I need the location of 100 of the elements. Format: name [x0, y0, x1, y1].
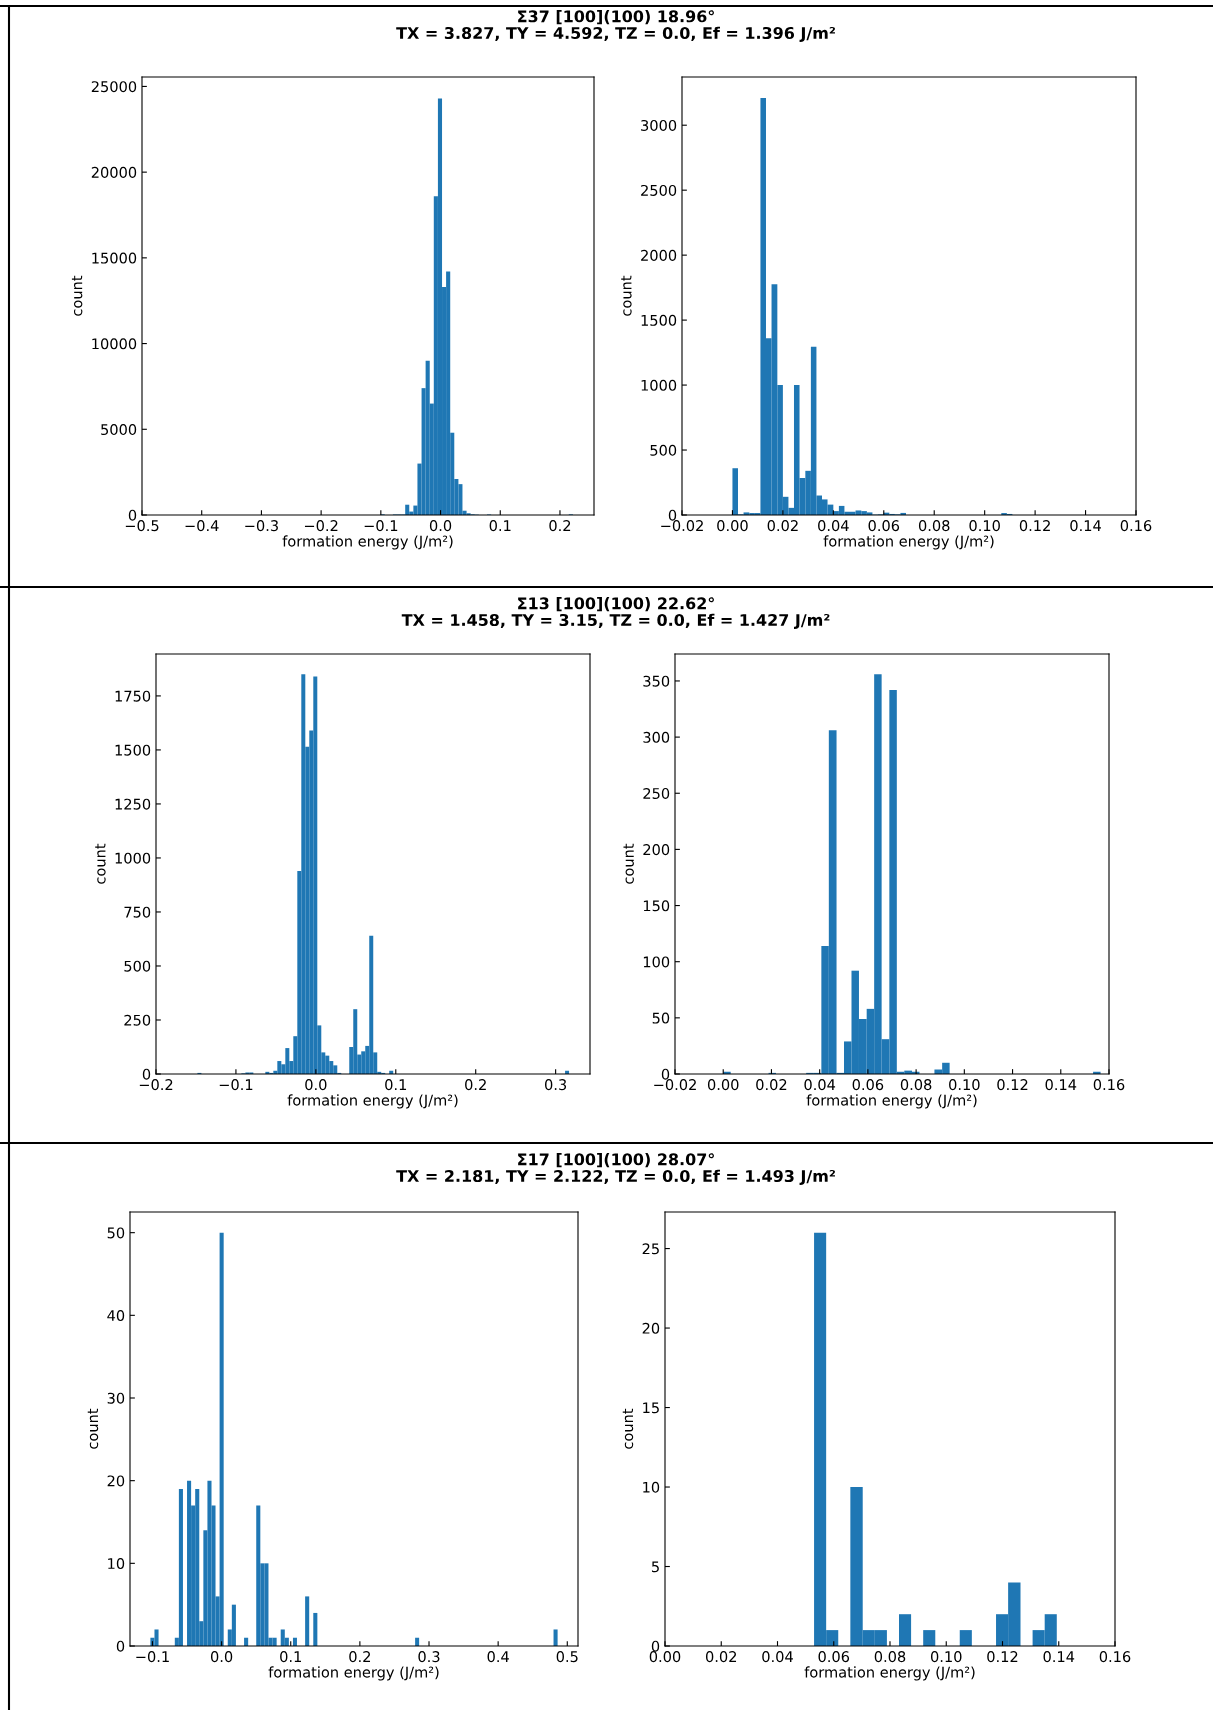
x-axis-title: formation energy (J/m²) [287, 1094, 458, 1109]
x-tick-label: 0.08 [918, 520, 950, 532]
y-tick-label: 0 [668, 509, 677, 521]
x-tick-label: −0.02 [654, 1079, 696, 1091]
x-tick-label: 0.16 [1093, 1079, 1125, 1091]
y-tick-label: 20000 [91, 166, 137, 178]
y-axis-title: count [87, 1408, 99, 1449]
x-tick-label: −0.2 [304, 520, 338, 532]
x-tick-label: 0.3 [545, 1079, 567, 1091]
x-axis-title: formation energy (J/m²) [804, 1666, 975, 1681]
y-tick-label: 1250 [115, 798, 151, 810]
y-tick-label: 10 [108, 1558, 125, 1570]
y-tick-label: 0 [128, 509, 137, 521]
y-tick-label: 200 [643, 844, 670, 856]
y-axis-title: count [622, 1408, 634, 1449]
x-tick-label: 0.04 [804, 1079, 836, 1091]
x-tick-label: −0.5 [125, 520, 159, 532]
x-axis-title: formation energy (J/m²) [268, 1666, 439, 1681]
y-tick-label: 3000 [641, 119, 677, 131]
x-tick-label: 0.12 [997, 1079, 1028, 1091]
y-tick-label: 50 [652, 1012, 670, 1024]
x-tick-label: 0.2 [465, 1079, 486, 1091]
x-axis-title: formation energy (J/m²) [282, 535, 453, 550]
x-tick-label: 0.00 [649, 1651, 681, 1663]
x-tick-label: 0.00 [707, 1079, 739, 1091]
x-tick-label: 0.02 [767, 520, 798, 532]
y-axis-title: count [621, 275, 632, 316]
y-tick-label: 1500 [115, 744, 151, 756]
y-axis-title: count [623, 843, 634, 884]
x-tick-label: 0.04 [762, 1651, 793, 1663]
y-tick-label: 50 [107, 1227, 125, 1239]
y-tick-label: 0 [116, 1640, 125, 1652]
y-tick-label: 500 [650, 444, 677, 456]
x-tick-label: 0.08 [874, 1651, 906, 1663]
x-tick-label: 0.04 [818, 520, 849, 532]
y-tick-label: 0 [651, 1640, 660, 1652]
y-tick-label: 0 [661, 1068, 670, 1080]
x-tick-label: 0.0 [210, 1651, 233, 1663]
y-tick-label: 10000 [92, 338, 137, 350]
x-axis-title: formation energy (J/m²) [806, 1094, 977, 1109]
chart-title: Σ37 [100](100) 18.96° TX = 3.827, TY = 4.592, TZ = 0.0, Ef = 1.396 J/m² [396, 10, 835, 43]
x-tick-label: 0.16 [1099, 1651, 1131, 1663]
y-tick-label: 20 [642, 1322, 660, 1334]
chart-title: Σ13 [100](100) 22.62° TX = 1.458, TY = 3.15, TZ = 0.0, Ef = 1.427 J/m² [401, 597, 830, 630]
y-tick-label: 750 [124, 906, 151, 918]
x-tick-label: −0.1 [219, 1079, 253, 1091]
x-tick-label: 0.1 [280, 1651, 301, 1663]
y-tick-label: 300 [643, 731, 670, 743]
x-tick-label: 0.2 [349, 1651, 371, 1663]
x-tick-label: 0.00 [717, 520, 748, 532]
y-tick-label: 1000 [115, 852, 151, 864]
y-tick-label: 1000 [641, 379, 677, 391]
x-tick-label: 0.1 [385, 1079, 407, 1091]
y-tick-label: 1750 [115, 690, 151, 702]
y-tick-label: 350 [643, 675, 670, 687]
y-tick-label: 1500 [641, 314, 677, 326]
y-tick-label: 2500 [641, 184, 677, 196]
y-tick-label: 5 [651, 1561, 659, 1573]
x-tick-label: 0.06 [868, 520, 900, 532]
y-tick-label: 5000 [101, 424, 137, 436]
x-tick-label: 0.10 [930, 1651, 962, 1663]
x-tick-label: 0.4 [487, 1651, 509, 1663]
x-tick-label: 0.12 [987, 1651, 1018, 1663]
x-tick-label: −0.2 [139, 1079, 173, 1091]
y-tick-label: 100 [643, 956, 670, 968]
y-tick-label: 250 [124, 1014, 151, 1026]
y-tick-label: 20 [107, 1475, 125, 1487]
x-tick-label: 0.12 [1019, 520, 1050, 532]
y-tick-label: 15000 [92, 252, 137, 264]
x-tick-label: −0.1 [364, 520, 398, 532]
y-tick-label: 500 [124, 960, 151, 972]
x-tick-label: 0.06 [818, 1651, 850, 1663]
y-tick-label: 150 [643, 900, 670, 912]
y-tick-label: 0 [142, 1068, 151, 1080]
x-tick-label: 0.0 [429, 520, 452, 532]
y-tick-label: 25000 [91, 81, 137, 93]
x-tick-label: 0.06 [852, 1079, 884, 1091]
x-axis-title: formation energy (J/m²) [823, 535, 994, 550]
x-tick-label: 0.5 [556, 1651, 578, 1663]
y-tick-label: 250 [643, 787, 670, 799]
x-tick-label: −0.4 [185, 520, 219, 532]
x-tick-label: 0.02 [705, 1651, 737, 1663]
y-tick-label: 30 [107, 1392, 125, 1404]
x-tick-label: 0.14 [1045, 1079, 1077, 1091]
x-tick-label: −0.02 [661, 520, 703, 532]
x-tick-label: 0.10 [949, 1079, 980, 1091]
y-axis-title: count [95, 843, 106, 884]
x-tick-label: 0.2 [549, 520, 571, 532]
x-tick-label: 0.14 [1043, 1651, 1075, 1663]
y-tick-label: 2000 [641, 249, 677, 261]
y-tick-label: 40 [107, 1310, 125, 1322]
x-tick-label: −0.3 [245, 520, 278, 532]
x-tick-label: 0.08 [900, 1079, 932, 1091]
y-axis-title: count [71, 275, 83, 316]
x-tick-label: −0.1 [136, 1651, 169, 1663]
x-tick-label: 0.10 [969, 520, 1000, 532]
x-tick-label: 0.3 [418, 1651, 440, 1663]
y-tick-label: 25 [642, 1243, 659, 1255]
x-tick-label: 0.14 [1070, 520, 1101, 532]
y-tick-label: 10 [643, 1481, 660, 1493]
